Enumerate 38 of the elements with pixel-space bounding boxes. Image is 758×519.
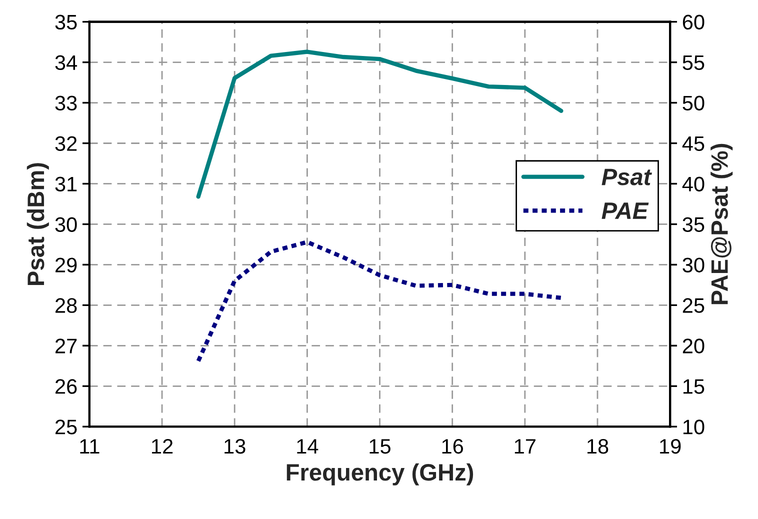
x-tick-label: 14 <box>297 439 318 454</box>
y-tick-label: 32 <box>55 136 77 151</box>
y-tick-label: 28 <box>56 298 77 313</box>
y2-tick-label: 25 <box>682 298 704 313</box>
line-series <box>196 50 564 199</box>
y2-tick-label: 55 <box>682 55 704 70</box>
y2-tick-label: 15 <box>683 379 704 394</box>
y-tick-label: 34 <box>55 55 78 70</box>
legend-label: PAE <box>602 202 649 219</box>
y2-tick-label: 35 <box>682 217 704 232</box>
x-tick-label: 16 <box>442 438 464 454</box>
x-tick-label: 11 <box>80 439 100 454</box>
y-tick-label: 35 <box>55 14 77 30</box>
x-tick-label: 17 <box>514 439 536 454</box>
y2-tick-label: 10 <box>683 420 704 434</box>
x-tick-label: 15 <box>370 439 390 454</box>
x-axis-title: Frequency (GHz) <box>286 463 474 486</box>
y-axis-title: Psat (dBm) <box>26 163 49 285</box>
y-tick-label: 25 <box>56 420 77 434</box>
x-tick-label: 19 <box>660 438 681 454</box>
y-tick-label: 30 <box>55 217 77 232</box>
x-tick-label: 12 <box>152 438 173 454</box>
y2-tick-label: 60 <box>682 14 704 30</box>
y2-tick-label: 30 <box>682 258 704 272</box>
y2-tick-label: 20 <box>682 338 704 354</box>
line-series <box>196 240 564 364</box>
y2-axis-title: PAE@Psat (%) <box>710 144 733 304</box>
y2-tick-label: 50 <box>682 96 704 111</box>
y-tick-label: 33 <box>55 96 77 111</box>
y2-tick-label: 45 <box>682 136 704 151</box>
x-tick-label: 13 <box>224 438 246 454</box>
x-tick-label: 18 <box>587 438 608 454</box>
y-tick-label: 31 <box>55 176 77 192</box>
y-tick-label: 27 <box>56 338 77 354</box>
y2-tick-label: 40 <box>682 176 704 192</box>
legend-label: Psat <box>602 168 652 186</box>
y-tick-label: 29 <box>56 258 77 272</box>
y-tick-label: 26 <box>56 379 77 394</box>
